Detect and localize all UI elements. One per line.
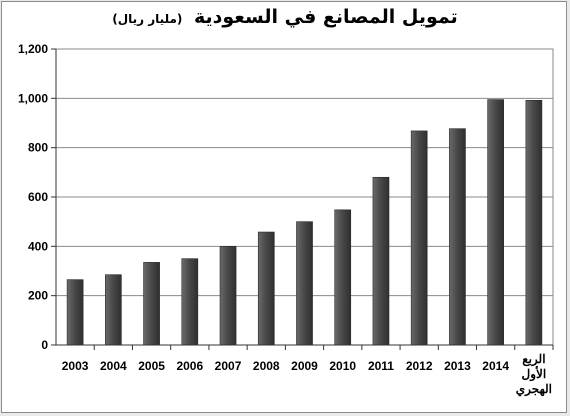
bar-1	[105, 274, 122, 346]
bar-8	[372, 176, 390, 346]
x-tick-label: الربع الأول الهجري	[516, 352, 552, 397]
x-tick-label: 2007	[215, 359, 242, 373]
bar-12	[525, 100, 543, 346]
y-tick-labels: 0 200 400 600 800 1,000 1,200	[18, 42, 48, 352]
y-tick-label: 1,000	[18, 91, 48, 105]
bar-5	[257, 231, 275, 346]
chart-subtitle: (مليار ريال)	[112, 12, 183, 26]
bar-7	[334, 209, 352, 346]
x-tick-label: 2008	[253, 359, 280, 373]
x-tick-label: 2005	[138, 359, 165, 373]
axes	[51, 48, 554, 350]
bar-4	[219, 246, 237, 346]
y-tick-label: 800	[28, 141, 48, 155]
y-tick-label: 0	[41, 338, 48, 352]
x-tick-label: 2014	[482, 359, 509, 373]
bar-0	[66, 279, 84, 346]
x-tick-label: 2011	[368, 359, 394, 373]
bar-2	[143, 262, 160, 346]
bar-3	[181, 258, 199, 346]
x-tick-labels: 2003 2004 2005 2006 2007 2008 2009 2010 2011 2012…	[62, 352, 552, 397]
chart-title: تمويل المصانع في السعودية	[193, 6, 458, 28]
y-tick-label: 1,200	[18, 42, 48, 56]
bar-11	[487, 99, 504, 346]
y-tick-label: 600	[28, 190, 48, 204]
chart-title-block: تمويل المصانع في السعودية (مليار ريال)	[0, 6, 570, 28]
x-tick-label: 2006	[176, 359, 203, 373]
y-tick-label: 200	[28, 289, 48, 303]
y-tick-label: 400	[28, 239, 48, 253]
x-tick-label: 2009	[291, 359, 318, 373]
x-tick-label: 2010	[329, 359, 356, 373]
bar-9	[410, 130, 428, 346]
x-tick-label: 2012	[406, 359, 433, 373]
x-tick-label: 2004	[100, 359, 127, 373]
bar-10	[449, 128, 466, 346]
x-tick-label: 2003	[62, 359, 89, 373]
bars	[66, 99, 543, 346]
bar-6	[296, 221, 313, 346]
x-tick-label: 2013	[444, 359, 471, 373]
